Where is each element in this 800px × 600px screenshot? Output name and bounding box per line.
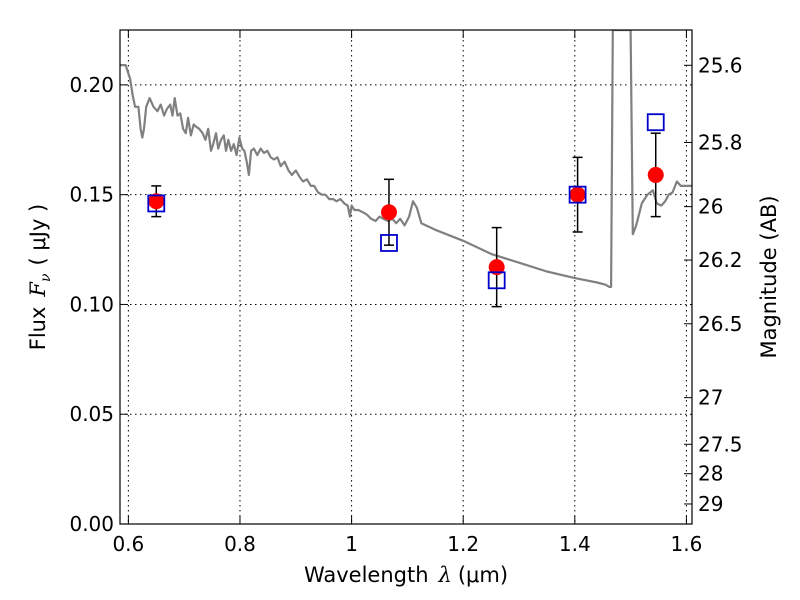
y2-tick-label: 25.8 bbox=[698, 130, 743, 154]
y-axis-label-prefix: Flux bbox=[26, 307, 50, 351]
tick-layer: 0.6 0.8 1 1.2 1.4 1.6 0.00 0.05 0.10 0.15 0.20 25.6… bbox=[69, 30, 743, 556]
series-layer bbox=[120, 30, 692, 308]
y-axis-label-sub: ν bbox=[38, 273, 54, 282]
x-tick-label: 0.6 bbox=[112, 532, 144, 556]
x-axis-label-unit: (μm) bbox=[458, 563, 508, 587]
y-tick-label: 0.20 bbox=[69, 73, 114, 97]
y2-tick-label: 25.6 bbox=[698, 53, 743, 77]
x-tick-label: 1.2 bbox=[447, 532, 479, 556]
y2-tick-label: 29 bbox=[698, 492, 723, 516]
y-axis-label: Flux Fν ( μJy ) bbox=[26, 204, 54, 350]
y2-axis-label: Magnitude (AB) bbox=[757, 195, 781, 358]
y2-tick-label: 26.5 bbox=[698, 312, 743, 336]
y-axis-label-var: F bbox=[26, 281, 50, 298]
model-point bbox=[380, 234, 398, 252]
y2-tick-label: 27 bbox=[698, 386, 723, 410]
x-tick-label: 1 bbox=[345, 532, 358, 556]
observed-point bbox=[569, 186, 586, 203]
y-tick-label: 0.10 bbox=[69, 292, 114, 316]
y-tick-label: 0.05 bbox=[69, 402, 114, 426]
plot-background bbox=[120, 30, 692, 524]
x-axis-label: Wavelength λ (μm) bbox=[304, 563, 508, 587]
plot-area-clipped bbox=[120, 30, 692, 288]
y2-tick-label: 26.2 bbox=[698, 248, 743, 272]
model-point bbox=[487, 271, 506, 290]
x-axis-label-var: λ bbox=[438, 563, 452, 587]
y-tick-label: 0.00 bbox=[69, 512, 114, 536]
observed-point bbox=[380, 204, 397, 221]
y2-tick-label: 26 bbox=[698, 195, 723, 219]
y-tick-label: 0.15 bbox=[69, 183, 114, 207]
x-tick-label: 0.8 bbox=[224, 532, 256, 556]
y2-tick-label: 27.5 bbox=[698, 432, 743, 456]
observed-point bbox=[647, 166, 664, 183]
model-spectrum-line bbox=[120, 30, 692, 288]
y-axis-label-unit: ( μJy ) bbox=[26, 204, 50, 266]
plot-frame bbox=[119, 29, 693, 525]
x-tick-label: 1.6 bbox=[671, 532, 703, 556]
model-point bbox=[147, 194, 166, 213]
x-tick-label: 1.4 bbox=[559, 532, 591, 556]
y2-tick-label: 28 bbox=[698, 462, 723, 486]
model-point bbox=[646, 113, 665, 132]
observed-point bbox=[148, 193, 165, 210]
observed-point bbox=[488, 259, 505, 276]
model-point bbox=[568, 185, 587, 204]
x-axis-label-prefix: Wavelength bbox=[304, 563, 429, 587]
